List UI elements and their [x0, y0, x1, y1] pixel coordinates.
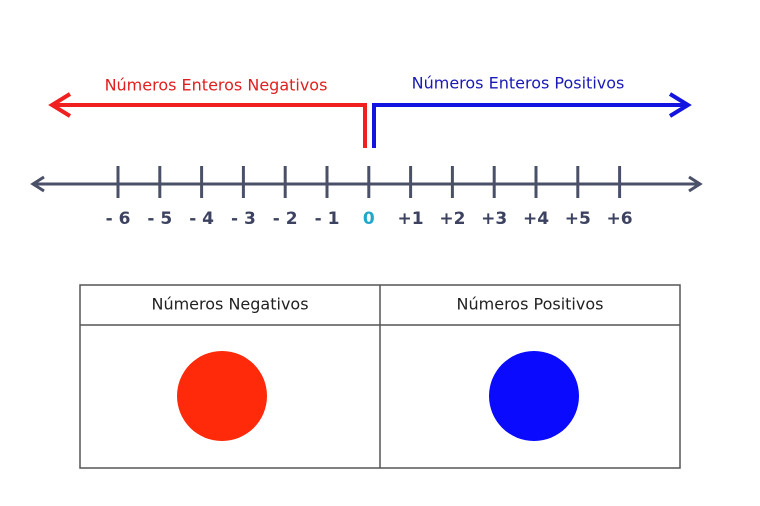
table-header: Números Negativos	[151, 295, 308, 314]
tick-label: +1	[398, 209, 424, 229]
positive-arrow	[372, 103, 685, 148]
tick-label: - 5	[147, 209, 172, 229]
negative-label: Números Enteros Negativos	[105, 76, 328, 95]
tick-label: - 6	[106, 209, 131, 229]
negative-arrow	[55, 103, 367, 148]
negative-arrow-head	[48, 92, 72, 118]
table-header: Números Positivos	[457, 295, 604, 314]
positive-arrow-head	[668, 92, 692, 118]
tick-label: +2	[439, 209, 465, 229]
red-circle	[177, 351, 267, 441]
number-line-head	[688, 175, 703, 193]
tick-label: +4	[523, 209, 549, 229]
tick-label: +5	[565, 209, 591, 229]
number-line-head	[30, 175, 45, 193]
tick-label: - 3	[231, 209, 256, 229]
blue-circle	[489, 351, 579, 441]
ticks: - 6 - 5 - 4 - 3 - 2 - 1 0 +1 +2 +3 +4 +5 +6	[106, 166, 633, 229]
tick-label: - 1	[315, 209, 340, 229]
tick-label: +6	[607, 209, 633, 229]
tick-label: 0	[363, 209, 375, 229]
tick-label: - 2	[273, 209, 298, 229]
positive-label: Números Enteros Positivos	[412, 74, 625, 93]
tick-label: +3	[481, 209, 507, 229]
tick-label: - 4	[189, 209, 214, 229]
